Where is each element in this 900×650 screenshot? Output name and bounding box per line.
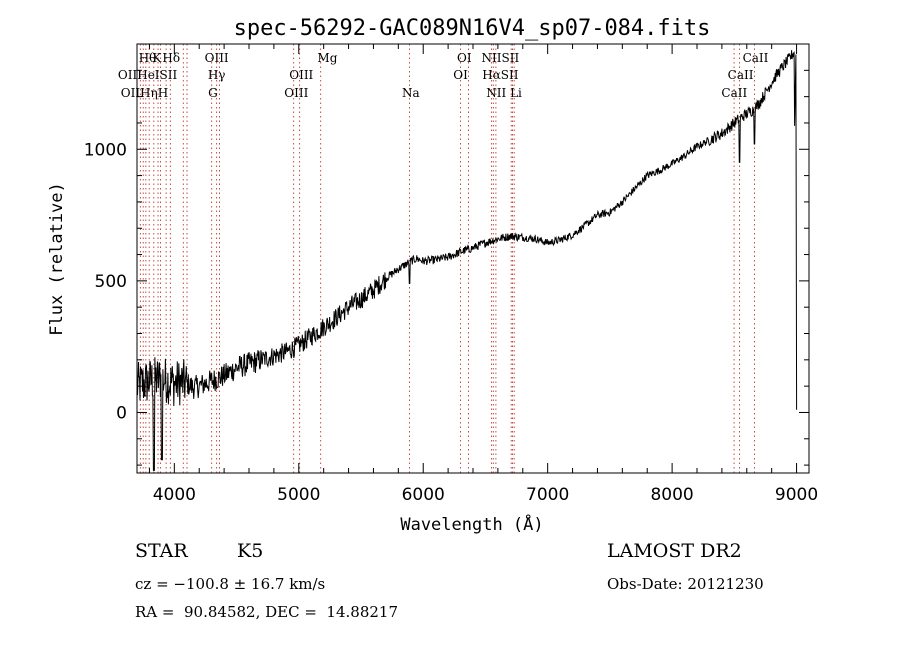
x-tick-label: 7000 [526, 485, 569, 505]
plot-frame [136, 43, 810, 474]
y-axis-label: Flux (relative) [47, 182, 67, 336]
line-label: G [208, 86, 218, 100]
line-label: OI [453, 68, 468, 82]
line-label: Hδ [162, 51, 180, 65]
line-label: CaII [743, 51, 769, 65]
line-label: NIISII [482, 51, 520, 65]
x-tick-label: 8000 [650, 485, 693, 505]
coordinates: RA = 90.84582, DEC = 14.88217 [135, 603, 399, 621]
chart-title: spec-56292-GAC089N16V4_sp07-084.fits [234, 16, 711, 41]
line-label: OIIHηH [121, 86, 168, 100]
line-label: Hθ [139, 51, 157, 65]
y-tick-label: 1000 [84, 140, 127, 160]
x-tick-label: 5000 [277, 485, 320, 505]
redshift-velocity: cz = −100.8 ± 16.7 km/s [135, 575, 326, 593]
x-axis-label: Wavelength (Å) [400, 513, 543, 535]
x-tick-label: 9000 [775, 485, 818, 505]
spectral-line-labels: HθK Hδ OIII Mg OI NIISII OIIHeISII Hγ OIII OI HαSI… [118, 51, 769, 100]
y-tick-labels: 0 500 1000 [84, 140, 127, 423]
line-label: OI [457, 51, 472, 65]
line-label: CaII [728, 68, 754, 82]
line-label: HαSII [482, 68, 519, 82]
spectrum-line [136, 50, 798, 471]
y-tick-label: 0 [116, 403, 127, 423]
observation-date: Obs-Date: 20121230 [607, 575, 764, 593]
spectrum-series [136, 50, 798, 471]
line-label: Hγ [208, 68, 226, 82]
line-label: K [152, 51, 162, 65]
line-label: Mg [317, 51, 337, 65]
line-label: OIII [289, 68, 313, 82]
line-label: CaII [721, 86, 747, 100]
line-label: OIII [284, 86, 308, 100]
object-subclass: K5 [237, 540, 264, 562]
x-tick-label: 6000 [402, 485, 445, 505]
y-tick-label: 500 [95, 272, 127, 292]
line-label: Na [402, 86, 420, 100]
line-label: OIIHeISII [118, 68, 178, 82]
object-class: STAR [135, 540, 188, 562]
x-tick-labels: 4000 5000 6000 7000 8000 9000 [153, 485, 818, 505]
line-label: OIII [205, 51, 229, 65]
survey-name: LAMOST DR2 [607, 540, 742, 562]
x-tick-label: 4000 [153, 485, 196, 505]
axis-ticks [137, 44, 809, 473]
line-label: NII Li [486, 86, 522, 100]
